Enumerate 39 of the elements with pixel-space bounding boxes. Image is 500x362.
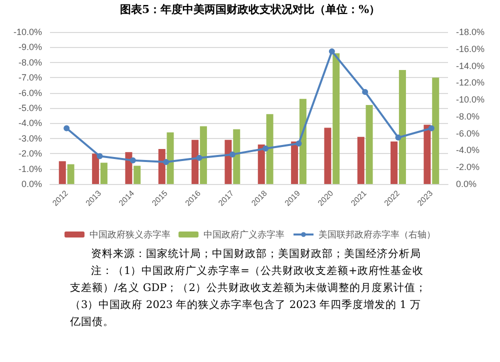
y2-tick-label: -2.0% [456,162,480,172]
y2-tick-label: -10.0% [456,94,485,105]
y-tick-label: 0.0% [21,179,42,189]
legend-label: 中国政府广义赤字率 [204,230,284,240]
point [428,125,434,132]
y2-tick-label: -6.0% [456,128,480,138]
y-tick-label: -4.0% [18,118,42,128]
legend-label: 美国联邦政府赤字率（右轴） [318,230,436,240]
y-tick-label: -6.0% [18,88,42,98]
chart-title: 图表5：年度中美两国财政收支状况对比（单位：%） [118,2,382,18]
y-tick-label: -9.0% [18,42,42,52]
point [262,146,269,152]
point [96,153,103,160]
legend-label: 中国政府狭义赤字率 [90,230,170,240]
y-tick-label: -8.0% [18,57,42,68]
point [296,140,302,146]
point [395,134,402,141]
y2-tick-label: -4.0% [456,145,480,156]
y-tick-label: -10.0% [13,27,42,37]
y-tick-label: -1.0% [18,164,42,174]
y2-tick-label: -16.0% [456,44,485,54]
y2-tick-label: -12.0% [456,78,485,88]
y2-tick-label: -8.0% [456,111,480,122]
point [362,88,368,95]
point [64,125,70,132]
point [196,154,202,161]
point [328,48,335,54]
point [163,159,170,166]
point [130,157,136,164]
point [229,151,236,158]
text: 注：（1）中国政府广义赤字率=（公共财政收支差额+政府性基金收支差额）/名义 GDP；（2）公共财政收支差额为未做调整的月度累计值；（3）中国政府 2023 年的狭义赤字率包含了 2023 年四季度增发的 1 万亿国债。 [70,264,428,330]
y-tick-label: -2.0% [18,148,42,159]
y2-tick-label: 0.0% [456,179,477,189]
y2-tick-label: -18.0% [456,27,485,37]
y-tick-label: -5.0% [18,103,42,113]
y2-tick-label: -14.0% [456,60,485,71]
y-tick-label: -3.0% [18,133,42,144]
y-tick-label: -7.0% [18,72,42,83]
text: 资料来源：国家统计局；中国财政部；美国财政部；美国经济分析局 [90,247,422,262]
